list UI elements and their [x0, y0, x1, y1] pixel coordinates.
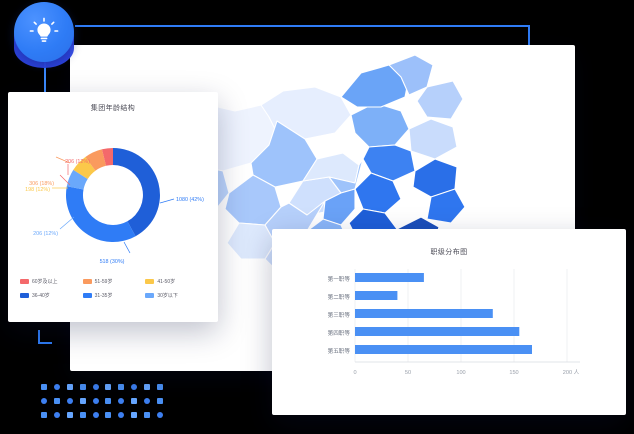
legend-label: 36-40岁 [32, 293, 50, 299]
bar-rank-5[interactable] [355, 345, 532, 354]
connector-corner-vertical [38, 330, 40, 344]
donut-label-206-blue: 206 (12%) [33, 231, 58, 237]
legend-item-41-50[interactable]: 41-50岁 [145, 278, 206, 285]
connector-line-cap [528, 25, 530, 45]
donut-chart-title: 集团年龄结构 [90, 105, 136, 112]
legend-item-31-35[interactable]: 31-35岁 [82, 292, 144, 299]
lightbulb-badge[interactable] [14, 2, 74, 62]
donut-label-518: 518 (30%) [100, 259, 125, 265]
donut-label-206-red: 206 (12%) [65, 159, 90, 165]
legend-label: 51-59岁 [94, 279, 113, 285]
legend-swatch-icon [82, 293, 92, 298]
bar-category-label-3: 第三职等 [328, 311, 351, 319]
legend-swatch-icon [145, 279, 155, 284]
donut-slice-60-plus[interactable] [102, 148, 113, 166]
leader-line-518 [123, 241, 131, 254]
legend-swatch-icon [20, 279, 29, 284]
donut-legend: 60岁及以上 51-59岁 41-50岁 36-40岁 31-35岁 30岁以下 [20, 278, 206, 299]
donut-label-198: 198 (12%) [25, 187, 50, 193]
donut-chart-area: 1080 (42%) 518 (30%) 206 (12%) 306 (18%)… [8, 113, 218, 278]
bar-category-label-1: 第一职等 [328, 275, 351, 283]
bar-rank-3[interactable] [355, 309, 493, 318]
bar-chart-title: 职级分布图 [430, 249, 468, 256]
legend-swatch-icon [145, 293, 155, 298]
donut-slice-under-30[interactable] [66, 169, 88, 190]
bar-category-label-5: 第五职等 [328, 347, 351, 355]
rank-distribution-card: 职级分布图 第一职等 [272, 229, 626, 415]
bar-xtick-0: 0 [353, 370, 356, 376]
legend-label: 41-50岁 [157, 279, 176, 285]
legend-label: 60岁及以上 [32, 279, 58, 285]
legend-item-under-30[interactable]: 30岁以下 [145, 292, 206, 299]
donut-label-1080: 1080 (42%) [176, 197, 204, 203]
bar-xtick-100: 100 [456, 370, 465, 376]
legend-item-60-plus[interactable]: 60岁及以上 [20, 278, 81, 285]
leader-line-206-blue [59, 216, 75, 230]
bar-category-label-4: 第四职等 [328, 329, 351, 337]
donut-slice-31-35[interactable] [65, 186, 136, 242]
bar-xtick-200: 200 人 [563, 369, 580, 376]
dot-grid-decoration [38, 380, 166, 422]
bar-chart-area: 第一职等 第二职等 第三职等 第四职等 第五职等 0 50 100 150 20… [272, 257, 626, 407]
legend-label: 30岁以下 [157, 293, 178, 299]
connector-line-top [75, 25, 530, 27]
donut-slice-51-59[interactable] [85, 149, 106, 171]
legend-item-36-40[interactable]: 36-40岁 [20, 292, 81, 299]
bar-rank-2[interactable] [355, 291, 398, 300]
bar-xtick-50: 50 [405, 370, 411, 376]
leader-line-206-red [59, 174, 71, 186]
connector-corner-horizontal [38, 342, 52, 344]
bar-xtick-150: 150 [509, 370, 518, 376]
bar-rank-1[interactable] [355, 273, 424, 282]
legend-item-51-59[interactable]: 51-59岁 [82, 278, 144, 285]
legend-label: 31-35岁 [94, 293, 113, 299]
legend-swatch-icon [20, 293, 29, 298]
leader-line-1080 [159, 198, 175, 204]
leader-line-306 [55, 156, 71, 164]
donut-slice-41-50[interactable] [73, 157, 96, 179]
legend-swatch-icon [82, 279, 92, 284]
bar-category-label-2: 第二职等 [328, 293, 351, 301]
bar-chart-svg: 第一职等 第二职等 第三职等 第四职等 第五职等 0 50 100 150 20… [328, 269, 580, 376]
donut-slice-36-40[interactable] [113, 148, 160, 237]
age-structure-card: 集团年龄结构 [8, 92, 218, 322]
donut-label-306: 306 (18%) [29, 181, 54, 187]
connector-line-drop [44, 58, 46, 105]
donut-chart-svg: 1080 (42%) 518 (30%) 206 (12%) 306 (18%)… [25, 148, 204, 265]
lightbulb-icon [29, 17, 59, 42]
bar-rank-4[interactable] [355, 327, 520, 336]
